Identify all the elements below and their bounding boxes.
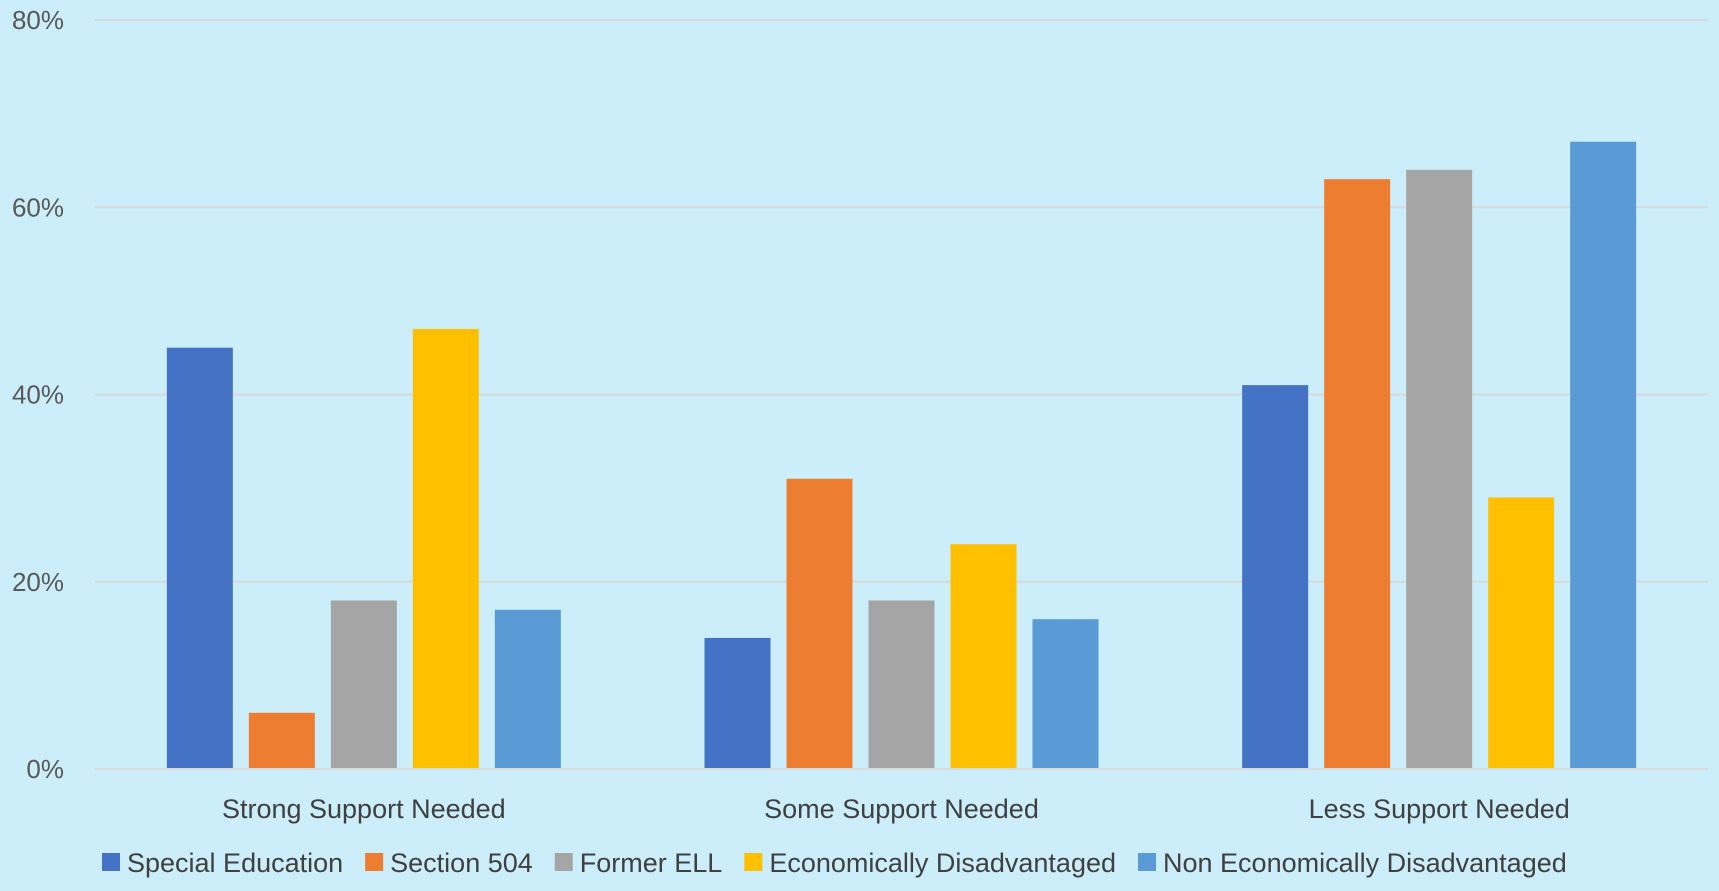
bar-economically-disadvantaged-2: [950, 544, 1017, 769]
x-axis: Strong Support Needed Some Support Needed…: [95, 768, 1708, 824]
bar-former-ell-1: [330, 600, 397, 769]
bar-special-education-1: [166, 347, 233, 769]
bar-former-ell-3: [1406, 169, 1473, 770]
bar-non-economically-disadvantaged-1: [494, 609, 561, 769]
legend-label: Section 504: [390, 848, 533, 878]
bar-special-education-2: [704, 637, 771, 769]
bar-economically-disadvantaged-1: [412, 328, 479, 769]
bar-former-ell-2: [868, 600, 935, 769]
legend-swatch: [365, 853, 384, 871]
bar-section-504-2: [786, 478, 853, 769]
legend-label: Special Education: [127, 848, 343, 878]
legend-swatch: [102, 853, 120, 871]
y-tick-label: 20%: [12, 567, 64, 597]
bar-non-economically-disadvantaged-2: [1032, 619, 1099, 769]
legend-swatch: [554, 853, 573, 871]
y-tick-label: 0%: [26, 754, 64, 784]
bar-section-504-1: [248, 712, 315, 769]
legend-swatch: [1138, 853, 1157, 871]
x-category-label: Some Support Needed: [764, 794, 1039, 824]
legend-label: Former ELL: [580, 848, 723, 878]
y-tick-label: 80%: [12, 5, 64, 35]
legend-label: Non Economically Disadvantaged: [1163, 848, 1567, 878]
y-tick-label: 60%: [12, 192, 64, 222]
bar-special-education-3: [1242, 385, 1309, 769]
y-axis: 0% 20% 40% 60% 80%: [12, 5, 64, 784]
bar-non-economically-disadvantaged-3: [1570, 141, 1637, 769]
y-tick-label: 40%: [12, 380, 64, 410]
x-category-label: Strong Support Needed: [222, 794, 506, 824]
bar-economically-disadvantaged-3: [1488, 497, 1555, 769]
bar-section-504-3: [1324, 179, 1391, 770]
bars: [166, 141, 1637, 770]
legend-swatch: [744, 853, 763, 871]
x-category-label: Less Support Needed: [1309, 794, 1570, 824]
legend-label: Economically Disadvantaged: [769, 848, 1116, 878]
legend: Special Education Section 504 Former ELL Ec…: [102, 848, 1567, 878]
